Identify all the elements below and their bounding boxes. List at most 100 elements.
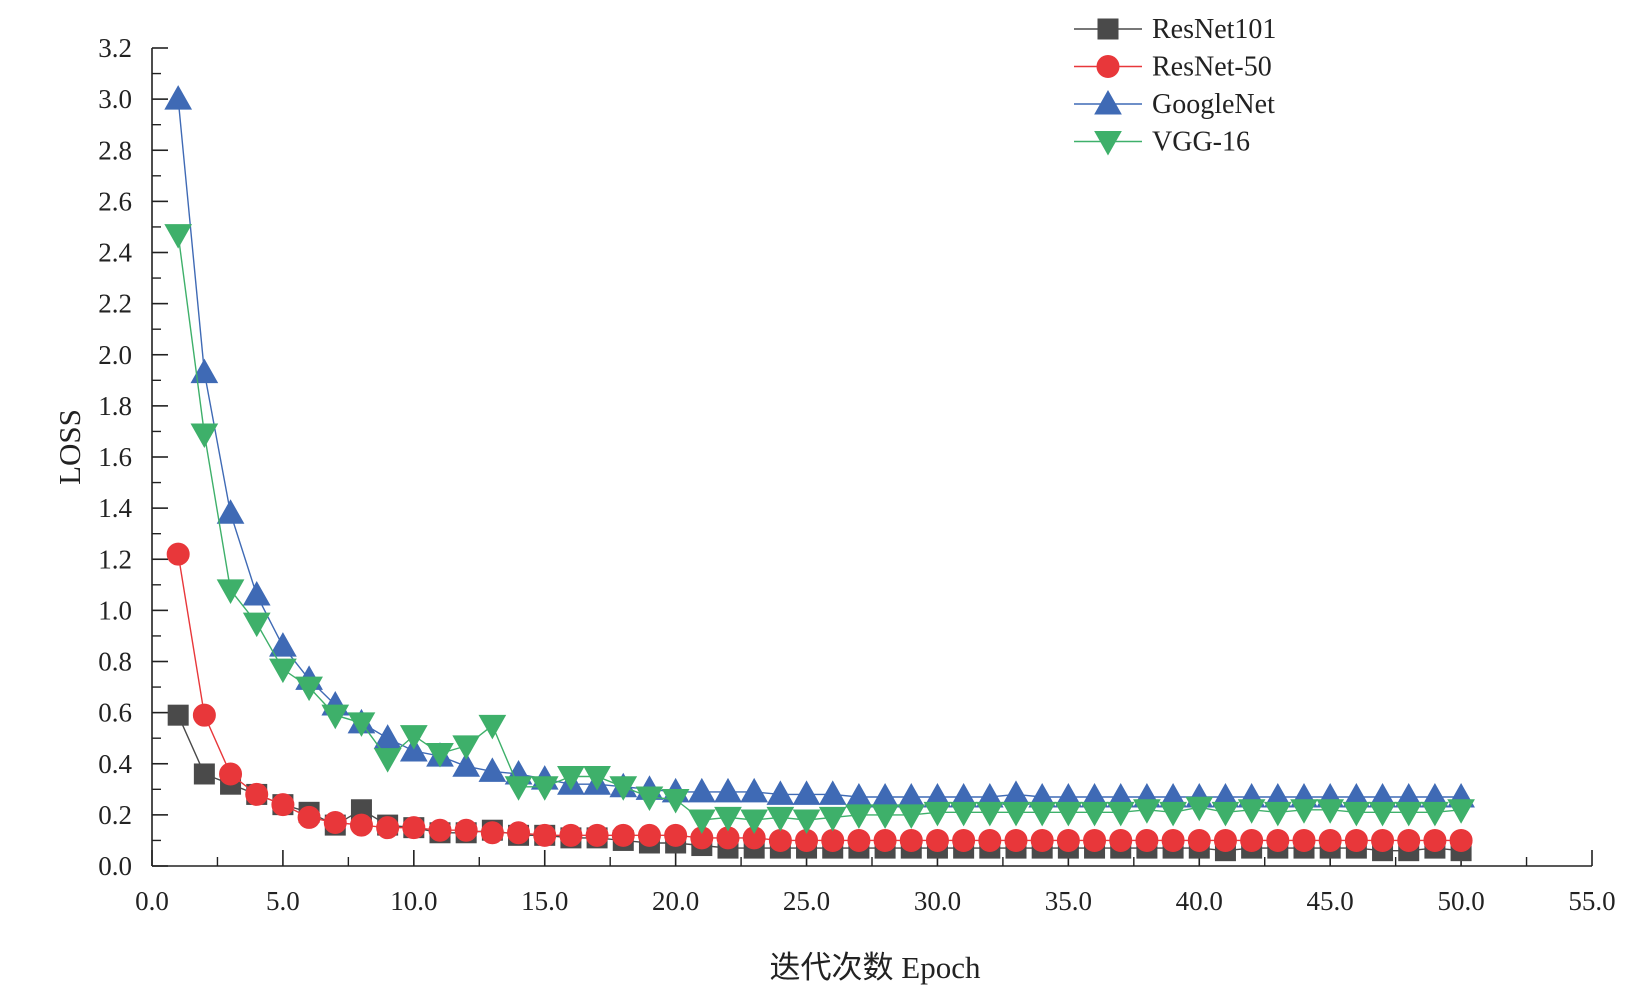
data-point-resnet-50 — [1030, 828, 1054, 852]
data-point-vgg-16 — [557, 766, 585, 791]
data-point-vgg-16 — [1106, 801, 1135, 827]
data-point-vgg-16 — [818, 806, 847, 832]
data-point-googlenet — [242, 581, 271, 606]
data-point-vgg-16 — [1133, 799, 1161, 824]
data-point-resnet-50 — [978, 828, 1002, 852]
data-point-resnet-50 — [1109, 828, 1133, 852]
data-point-googlenet — [373, 724, 402, 749]
data-point-googlenet — [740, 777, 769, 803]
data-point-vgg-16 — [242, 612, 271, 638]
series-vgg-16 — [164, 224, 1475, 835]
data-point-vgg-16 — [452, 735, 481, 760]
y-tick-label: 2.2 — [98, 289, 132, 319]
y-tick-label: 1.4 — [98, 493, 132, 523]
data-point-resnet-50 — [1135, 828, 1159, 852]
data-point-resnet-50 — [428, 818, 452, 842]
data-point-vgg-16 — [897, 804, 926, 829]
y-tick-label: 0.8 — [98, 647, 132, 677]
data-point-vgg-16 — [190, 423, 219, 449]
legend-label: VGG-16 — [1152, 127, 1250, 158]
data-point-vgg-16 — [845, 804, 873, 829]
x-tick-label: 45.0 — [1307, 886, 1354, 916]
data-point-vgg-16 — [530, 776, 559, 801]
legend-marker — [1096, 55, 1120, 78]
series-line-googlenet — [177, 99, 1462, 798]
data-point-googlenet — [766, 780, 795, 805]
data-point-googlenet — [897, 782, 926, 808]
data-point-vgg-16 — [504, 776, 533, 801]
data-point-vgg-16 — [1080, 801, 1109, 827]
data-point-vgg-16 — [1002, 801, 1030, 827]
data-point-resnet-50 — [1397, 828, 1421, 852]
data-point-resnet-50 — [166, 542, 190, 566]
data-point-resnet-50 — [402, 816, 426, 840]
data-point-resnet-50 — [559, 823, 583, 847]
x-tick-label: 15.0 — [521, 886, 568, 916]
data-point-vgg-16 — [949, 801, 978, 827]
data-point-vgg-16 — [1368, 801, 1397, 827]
data-point-vgg-16 — [1290, 799, 1318, 824]
y-tick-label: 1.0 — [98, 595, 132, 625]
data-point-resnet-50 — [899, 828, 923, 852]
data-point-vgg-16 — [1028, 801, 1057, 827]
data-point-vgg-16 — [399, 725, 428, 750]
data-point-resnet-50 — [1083, 828, 1107, 852]
legend-marker — [1094, 89, 1122, 115]
data-point-resnet-50 — [952, 828, 976, 852]
x-tick-label: 5.0 — [266, 886, 300, 916]
data-point-vgg-16 — [871, 804, 899, 829]
data-point-resnet-50 — [245, 782, 269, 806]
data-point-resnet-50 — [480, 821, 504, 845]
data-point-resnet-50 — [454, 818, 478, 842]
y-ticks: 0.0 0.2 0.4 0.6 0.8 1.0 1.2 1.4 1.6 1.8 2.0 2.2 2.4 2… — [98, 33, 168, 881]
data-point-googlenet — [792, 780, 821, 805]
data-point-googlenet — [818, 780, 847, 805]
data-point-vgg-16 — [740, 809, 769, 835]
axes — [151, 48, 1592, 867]
x-axis-title: 迭代次数 Epoch — [770, 950, 981, 985]
y-tick-label: 3.0 — [98, 84, 132, 114]
data-point-vgg-16 — [1316, 799, 1345, 824]
data-point-resnet-50 — [925, 828, 949, 852]
data-point-resnet-50 — [611, 823, 635, 847]
data-point-resnet-50 — [1161, 828, 1185, 852]
data-point-resnet-50 — [271, 793, 295, 817]
x-tick-label: 0.0 — [135, 886, 169, 916]
x-tick-label: 55.0 — [1568, 886, 1615, 916]
data-point-vgg-16 — [347, 712, 376, 737]
y-tick-label: 0.0 — [98, 851, 132, 881]
legend-label: ResNet-50 — [1152, 52, 1272, 83]
x-tick-label: 35.0 — [1045, 886, 1092, 916]
data-point-vgg-16 — [609, 776, 638, 801]
data-point-resnet-50 — [873, 828, 897, 852]
data-point-vgg-16 — [687, 809, 716, 835]
legend-marker — [1097, 18, 1119, 40]
data-point-googlenet — [164, 85, 193, 110]
series-googlenet — [164, 85, 1475, 808]
data-point-resnet101 — [167, 704, 189, 726]
data-point-googlenet — [452, 752, 481, 777]
data-point-resnet-50 — [768, 828, 792, 852]
legend-label: ResNet101 — [1152, 14, 1276, 45]
data-point-vgg-16 — [321, 704, 350, 730]
data-point-googlenet — [216, 499, 245, 524]
data-point-vgg-16 — [1054, 801, 1083, 827]
data-point-googlenet — [714, 777, 742, 803]
data-point-vgg-16 — [216, 579, 245, 604]
y-tick-label: 1.6 — [98, 442, 132, 472]
x-tick-label: 30.0 — [914, 886, 961, 916]
data-point-resnet-50 — [192, 703, 216, 727]
data-point-vgg-16 — [269, 658, 297, 684]
data-point-resnet-50 — [1187, 828, 1211, 852]
y-tick-label: 0.6 — [98, 698, 132, 728]
y-tick-label: 1.8 — [98, 391, 132, 421]
data-point-vgg-16 — [426, 743, 454, 768]
data-point-vgg-16 — [766, 806, 795, 832]
y-tick-label: 3.2 — [98, 33, 132, 63]
data-point-resnet-50 — [1344, 828, 1368, 852]
data-point-vgg-16 — [792, 809, 821, 835]
series-layer — [164, 85, 1475, 862]
data-point-vgg-16 — [1237, 799, 1266, 824]
data-point-resnet-50 — [349, 813, 373, 837]
